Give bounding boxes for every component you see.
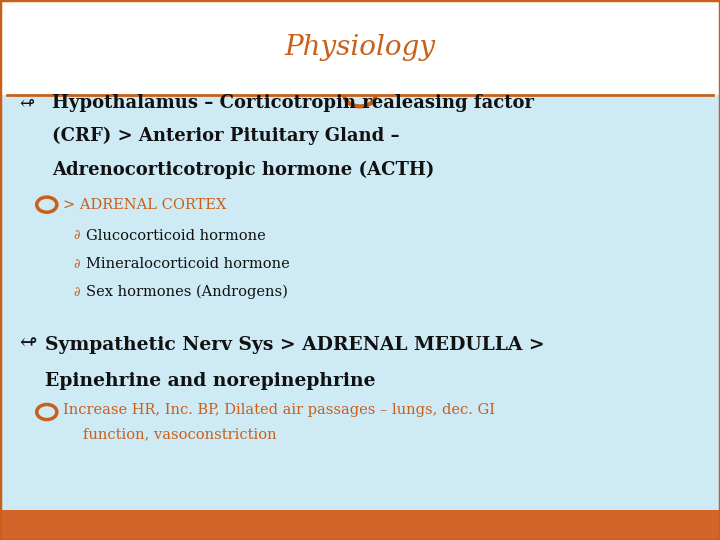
Text: Sex hormones (Androgens): Sex hormones (Androgens) [86,285,288,299]
Text: Physiology: Physiology [284,33,436,60]
Text: ↫: ↫ [19,335,37,354]
Text: Hypothalamus – Corticotropin realeasing factor: Hypothalamus – Corticotropin realeasing … [52,93,534,112]
Text: Glucocorticoid hormone: Glucocorticoid hormone [86,229,266,243]
Text: Epinehrine and norepinephrine: Epinehrine and norepinephrine [45,372,375,390]
Text: ∂: ∂ [73,230,80,242]
Text: Sympathetic Nerv Sys > ADRENAL MEDULLA >: Sympathetic Nerv Sys > ADRENAL MEDULLA > [45,335,544,354]
Text: ∂: ∂ [73,286,80,299]
Text: > ADRENAL CORTEX: > ADRENAL CORTEX [63,198,227,212]
Text: function, vasoconstriction: function, vasoconstriction [83,427,276,441]
Text: ↫: ↫ [19,93,35,112]
Text: Adrenocorticotropic hormone (ACTH): Adrenocorticotropic hormone (ACTH) [52,160,434,179]
Text: (CRF) > Anterior Pituitary Gland –: (CRF) > Anterior Pituitary Gland – [52,127,400,145]
Text: ∂: ∂ [73,258,80,271]
Text: Mineralocorticoid hormone: Mineralocorticoid hormone [86,257,290,271]
Text: Increase HR, Inc. BP, Dilated air passages – lungs, dec. GI: Increase HR, Inc. BP, Dilated air passag… [63,403,495,417]
